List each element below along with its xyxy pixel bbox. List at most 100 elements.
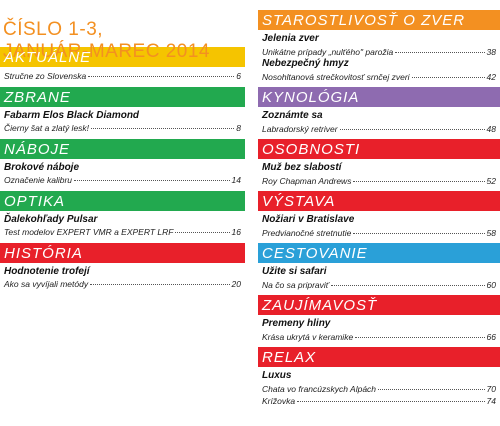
- section: AKTUÁLNE Stručne zo Slovenska 6: [0, 47, 245, 83]
- section-heading: OPTIKA: [0, 190, 245, 211]
- entry-title: Brokové náboje: [4, 161, 80, 173]
- entry-subtitle: Chata vo francúzskych Alpách: [262, 383, 377, 394]
- section-heading: RELAX: [258, 347, 500, 367]
- entry-row: Predvianočné stretnutie 58: [262, 227, 496, 240]
- dot-leader: [355, 336, 485, 338]
- entry-title: Luxus: [262, 370, 292, 381]
- toc-entry: Jelenia zver Unikátne prípady „nulťého" p…: [258, 33, 500, 58]
- entry-subtitle: Roy Chapman Andrews: [262, 175, 352, 186]
- page-number: 58: [486, 227, 496, 238]
- section-heading: STAROSTLIVOSŤ O ZVER: [258, 10, 500, 30]
- entry-row: Označenie kalibru 14: [4, 174, 241, 187]
- section-heading: ZAUJÍMAVOSŤ: [258, 295, 500, 315]
- entry-row: Stručne zo Slovenska 6: [4, 70, 241, 83]
- section: RELAX Luxus Chata vo francúzskych Alpách 70…: [258, 347, 500, 408]
- section: CESTOVANIE Užite si safari Na čo sa pripra…: [258, 243, 500, 291]
- entry-row: Krása ukrytá v keramike 66: [262, 331, 496, 344]
- entry-subtitle: Unikátne prípady „nulťého" parožia: [262, 46, 394, 57]
- entry-title: Nožiari v Bratislave: [262, 214, 355, 225]
- toc-entry: Ďalekohľady Pulsar Test modelov EXPERT VM…: [0, 214, 245, 239]
- entry-row: Chata vo francúzskych Alpách 70: [262, 383, 496, 396]
- dot-leader: [90, 284, 230, 285]
- title-line: ČÍSLO 1-3,: [3, 19, 104, 40]
- entry-title: Jelenia zver: [262, 33, 319, 44]
- entry-title: Fabarm Elos Black Diamond: [4, 109, 140, 121]
- entry-subtitle: Krížovka: [262, 396, 296, 406]
- toc-entry: Zoznámte sa Labradorský retriver 48: [258, 110, 500, 135]
- toc-entry: Premeny hliny Krása ukrytá v keramike 66: [258, 318, 500, 343]
- entry-subtitle: Na čo sa pripraviť: [262, 279, 329, 290]
- toc-entry: Fabarm Elos Black Diamond Čierny šat a zl…: [0, 110, 245, 135]
- toc-entry: Brokové náboje Označenie kalibru 14: [0, 162, 245, 187]
- entry-title: Premeny hliny: [262, 318, 331, 329]
- left-column: ČÍSLO 1-3, JANUÁR-MAREC 2014 AKTUÁLNE Str…: [0, 0, 245, 295]
- section-heading: OSOBNOSTI: [258, 139, 500, 159]
- section: STAROSTLIVOSŤ O ZVER Jelenia zver Unikátne…: [258, 10, 500, 83]
- dot-leader: [378, 388, 485, 390]
- page-number: 48: [486, 123, 496, 134]
- dot-leader: [353, 232, 485, 234]
- entry-subtitle: Ako sa vyvíjali metódy: [4, 279, 89, 289]
- dot-leader: [330, 284, 485, 286]
- toc-entry: Luxus Chata vo francúzskych Alpách 70: [258, 370, 500, 395]
- toc-entry: Stručne zo Slovenska 6: [0, 70, 245, 83]
- section-heading: CESTOVANIE: [258, 243, 500, 263]
- entry-row: Ako sa vyvíjali metódy 20: [4, 278, 241, 291]
- entry-row: Test modelov EXPERT VMR a EXPERT LRF 16: [4, 226, 241, 239]
- entry-row: Roy Chapman Andrews 52: [262, 175, 496, 188]
- section: KYNOLÓGIA Zoznámte sa Labradorský retriver…: [258, 87, 500, 135]
- section: OPTIKA Ďalekohľady Pulsar Test modelov EXP…: [0, 190, 245, 239]
- entry-subtitle: Test modelov EXPERT VMR a EXPERT LRF: [4, 227, 174, 237]
- entry-title: Nebezpečný hmyz: [262, 58, 349, 69]
- toc-entry: Muž bez slabostí Roy Chapman Andrews 52: [258, 162, 500, 187]
- entry-row: Čierny šat a zlatý lesk! 8: [4, 122, 241, 135]
- entry-row: Labradorský retriver 48: [262, 123, 496, 136]
- entry-title: Hodnotenie trofejí: [4, 265, 90, 277]
- dot-leader: [411, 76, 485, 78]
- issue-title: ČÍSLO 1-3, JANUÁR-MAREC 2014: [0, 0, 245, 62]
- dot-leader: [91, 128, 235, 129]
- entry-subtitle: Stručne zo Slovenska: [4, 71, 87, 81]
- entry-title: Užite si safari: [262, 266, 327, 277]
- page-number: 38: [486, 46, 496, 57]
- page-number: 66: [486, 331, 496, 342]
- section: NÁBOJE Brokové náboje Označenie kalibru 14: [0, 138, 245, 187]
- entry-row: Krížovka 74: [262, 395, 496, 408]
- section-heading: AKTUÁLNE: [0, 47, 245, 67]
- entry-subtitle: Nosohltanová strečkovitosť srnčej zveri: [262, 71, 410, 82]
- section: HISTÓRIA Hodnotenie trofejí Ako sa vyvíjal…: [0, 242, 245, 291]
- section: VÝSTAVA Nožiari v Bratislave Predvianočné …: [258, 191, 500, 239]
- page-number: 70: [486, 383, 496, 394]
- section-heading: VÝSTAVA: [258, 191, 500, 211]
- section-heading: HISTÓRIA: [0, 242, 245, 263]
- toc-entry: Nebezpečný hmyz Nosohltanová strečkovitos…: [258, 58, 500, 83]
- page-number: 60: [486, 279, 496, 290]
- page-number: 8: [236, 123, 241, 133]
- entry-title: Zoznámte sa: [262, 110, 323, 121]
- section-heading: KYNOLÓGIA: [258, 87, 500, 107]
- entry-subtitle: Predvianočné stretnutie: [262, 227, 352, 238]
- dot-leader: [175, 232, 230, 233]
- toc-entry: Krížovka 74: [258, 395, 500, 408]
- entry-title: Ďalekohľady Pulsar: [4, 213, 98, 225]
- entry-row: Nosohltanová strečkovitosť srnčej zveri 4…: [262, 71, 496, 84]
- entry-subtitle: Krása ukrytá v keramike: [262, 331, 354, 342]
- page-number: 14: [231, 175, 241, 185]
- entry-subtitle: Označenie kalibru: [4, 175, 73, 185]
- toc-entry: Užite si safari Na čo sa pripraviť 60: [258, 266, 500, 291]
- section: ZBRANE Fabarm Elos Black Diamond Čierny ša…: [0, 86, 245, 135]
- page-number: 20: [231, 279, 241, 289]
- page-number: 52: [486, 175, 496, 186]
- page-number: 74: [486, 396, 496, 406]
- dot-leader: [88, 76, 235, 77]
- entry-row: Na čo sa pripraviť 60: [262, 279, 496, 292]
- dot-leader: [395, 51, 485, 53]
- dot-leader: [353, 180, 485, 182]
- entry-title: Muž bez slabostí: [262, 162, 342, 173]
- toc-entry: Nožiari v Bratislave Predvianočné stretnu…: [258, 214, 500, 239]
- dot-leader: [339, 128, 485, 130]
- dot-leader: [74, 180, 230, 181]
- entry-subtitle: Labradorský retriver: [262, 123, 338, 134]
- entry-subtitle: Čierny šat a zlatý lesk!: [4, 123, 90, 133]
